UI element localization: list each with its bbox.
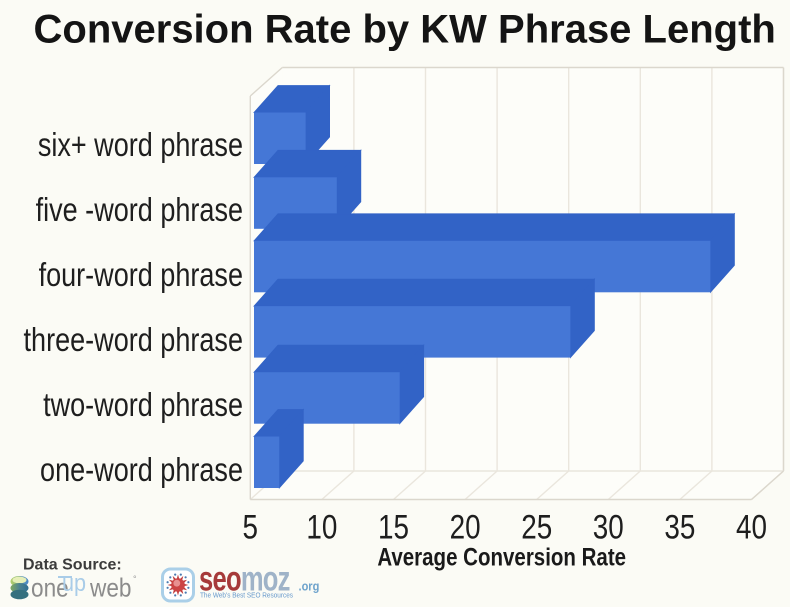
svg-text:three-word phrase: three-word phrase [24,323,243,359]
svg-text:four-word phrase: four-word phrase [39,258,243,294]
svg-text:Average Conversion Rate: Average Conversion Rate [377,543,626,571]
svg-text:5: 5 [243,508,259,546]
svg-text:five -word phrase: five -word phrase [36,193,243,229]
svg-text:six+ word phrase: six+ word phrase [38,128,243,164]
svg-text:two-word phrase: two-word phrase [43,388,243,424]
svg-text:one-word phrase: one-word phrase [40,453,243,489]
svg-text:40: 40 [736,508,767,546]
svg-text:Data Source:: Data Source: [23,557,122,574]
svg-text:35: 35 [664,508,695,546]
svg-text:15: 15 [378,508,409,546]
svg-text:one: one [31,574,69,603]
svg-text:20: 20 [450,508,481,546]
svg-text:°: ° [133,574,137,584]
svg-text:Conversion Rate by KW Phrase L: Conversion Rate by KW Phrase Length [34,8,776,52]
svg-text:seomoz: seomoz [199,560,290,599]
svg-text:25: 25 [521,508,552,546]
svg-text:The Web's Best SEO Resources: The Web's Best SEO Resources [200,592,294,599]
svg-text:30: 30 [593,508,624,546]
svg-text:web: web [89,574,131,603]
svg-text:.org: .org [299,579,320,594]
svg-text:up: up [62,569,86,596]
svg-text:10: 10 [306,508,337,546]
